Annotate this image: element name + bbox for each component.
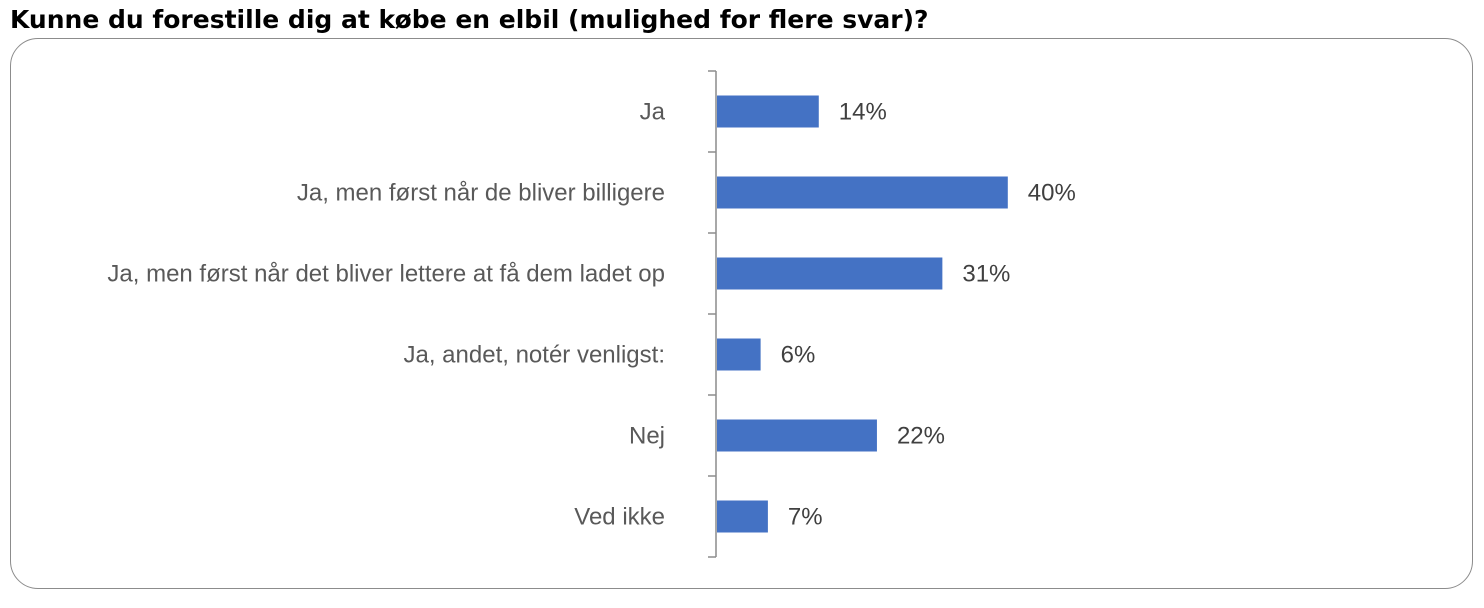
data-label: 7% — [788, 504, 823, 531]
category-label: Ja, men først når de bliver billigere — [297, 180, 665, 207]
data-label: 22% — [897, 423, 945, 450]
bar — [717, 95, 819, 128]
data-label: 31% — [962, 261, 1010, 288]
bar — [717, 500, 768, 533]
page-title: Kunne du forestille dig at købe en elbil… — [10, 5, 929, 34]
category-label: Ja, andet, notér venligst: — [404, 342, 666, 369]
bar — [717, 338, 761, 371]
data-label: 6% — [781, 342, 816, 369]
category-label: Ved ikke — [574, 504, 665, 531]
bar — [717, 419, 877, 452]
category-label: Ja — [640, 99, 666, 126]
bar — [717, 257, 943, 290]
data-label: 40% — [1028, 180, 1076, 207]
category-label: Nej — [629, 423, 665, 450]
chart-frame — [10, 38, 1473, 589]
bar — [717, 176, 1008, 209]
data-label: 14% — [839, 99, 887, 126]
category-label: Ja, men først når det bliver lettere at … — [107, 261, 665, 288]
